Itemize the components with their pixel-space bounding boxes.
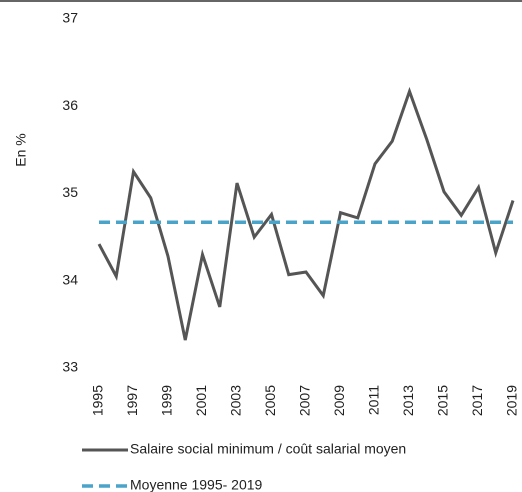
x-tick-label: 1997	[124, 385, 140, 416]
x-tick-label: 2019	[504, 385, 520, 416]
x-tick-label: 2005	[262, 385, 278, 416]
legend-label: Moyenne 1995- 2019	[130, 477, 263, 492]
y-tick-label: 34	[62, 271, 78, 287]
y-tick-label: 37	[62, 10, 78, 26]
x-tick-label: 2015	[435, 385, 451, 416]
x-tick-label: 2017	[469, 385, 485, 416]
x-tick-label: 2009	[331, 385, 347, 416]
x-tick-label: 1995	[90, 385, 106, 416]
y-axis-label: En %	[13, 133, 29, 166]
x-tick-label: 2011	[366, 385, 382, 415]
x-tick-label: 2007	[297, 385, 313, 416]
x-tick-label: 2013	[400, 385, 416, 416]
y-tick-label: 35	[62, 184, 78, 200]
legend-label: Salaire social minimum / coût salarial m…	[130, 441, 406, 457]
x-tick-label: 1999	[159, 385, 175, 416]
series-line	[97, 86, 515, 341]
x-tick-label: 2001	[193, 385, 209, 416]
y-tick-label: 33	[62, 359, 78, 375]
y-tick-label: 36	[62, 97, 78, 113]
x-tick-label: 2003	[228, 385, 244, 416]
